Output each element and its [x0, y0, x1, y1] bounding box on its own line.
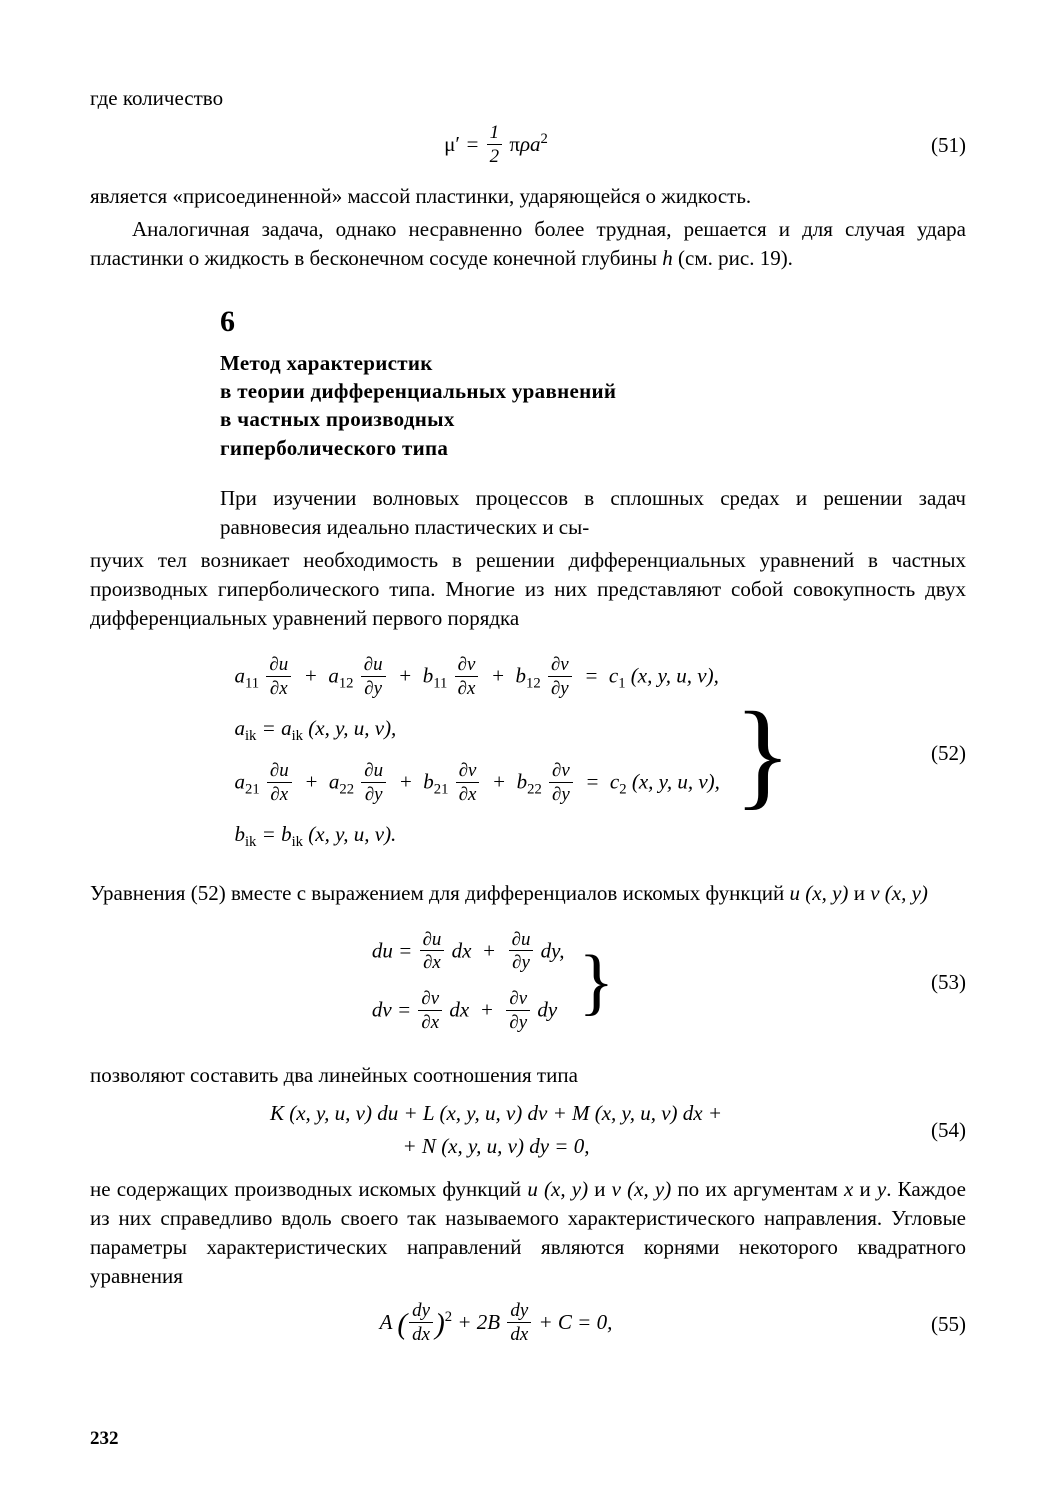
- eq52-line4: bik = bik (x, y, u, v).: [234, 820, 396, 852]
- p4-pre: Уравнения (52) вместе с выражением для д…: [90, 881, 790, 905]
- equation-51-body: μ′ = 12 πρa2: [444, 132, 548, 156]
- p1: является «присоединенной» массой пластин…: [90, 182, 966, 211]
- p3a: При изучении волновых процессов в сплошн…: [220, 484, 966, 542]
- eq54-line1: K (x, y, u, v) du + L (x, y, u, v) dv + …: [270, 1099, 722, 1128]
- eq52-line3: a21 ∂u∂x + a22 ∂u∂y + b21 ∂v∂x + b22 ∂v∂…: [234, 761, 719, 806]
- lead-text: где количество: [90, 84, 966, 113]
- equation-55: A (dydx)2 + 2B dydx + C = 0, (55): [90, 1301, 966, 1346]
- p4: Уравнения (52) вместе с выражением для д…: [90, 879, 966, 908]
- equation-52-label: (52): [902, 739, 966, 768]
- eq52-line1: a11 ∂u∂x + a12 ∂u∂y + b11 ∂v∂x + b12 ∂v∂…: [234, 655, 718, 700]
- eq55-body: A (dydx)2 + 2B dydx + C = 0,: [380, 1310, 613, 1334]
- equation-54: K (x, y, u, v) du + L (x, y, u, v) dv + …: [90, 1099, 966, 1161]
- equation-54-label: (54): [902, 1116, 966, 1145]
- eq54-line2: + N (x, y, u, v) dy = 0,: [403, 1132, 590, 1161]
- section-title-l3: в частных производных: [220, 405, 966, 433]
- eq52-line2: aik = aik (x, y, u, v),: [234, 714, 396, 746]
- p4-mid: и: [848, 881, 870, 905]
- equation-53: du = ∂u∂x dx + ∂u∂y dy, dv = ∂v∂x dx + ∂…: [90, 918, 966, 1047]
- section-number: 6: [220, 301, 966, 342]
- equation-55-label: (55): [902, 1310, 966, 1339]
- section-title-l2: в теории дифференциальных уравнений: [220, 377, 966, 405]
- p6: не содержащих производных искомых функци…: [90, 1175, 966, 1291]
- eq53-line2: dv = ∂v∂x dx + ∂v∂y dy: [372, 989, 557, 1034]
- p5: позволяют составить два линейных соотнош…: [90, 1061, 966, 1090]
- p2: Аналогичная задача, однако несравненно б…: [90, 215, 966, 273]
- equation-51-label: (51): [902, 131, 966, 160]
- equation-52: a11 ∂u∂x + a12 ∂u∂y + b11 ∂v∂x + b12 ∂v∂…: [90, 643, 966, 865]
- page-number: 232: [90, 1426, 119, 1452]
- section-heading: 6 Метод характеристик в теории дифференц…: [220, 301, 966, 462]
- p3b: пучих тел возникает необходимость в реше…: [90, 546, 966, 633]
- eq52-brace: }: [734, 703, 798, 805]
- eq53-line1: du = ∂u∂x dx + ∂u∂y dy,: [372, 930, 565, 975]
- eq53-brace: }: [579, 949, 621, 1016]
- equation-53-label: (53): [902, 968, 966, 997]
- equation-51: μ′ = 12 πρa2 (51): [90, 123, 966, 168]
- section-title-l4: гиперболического типа: [220, 434, 966, 462]
- section-title-l1: Метод характеристик: [220, 349, 966, 377]
